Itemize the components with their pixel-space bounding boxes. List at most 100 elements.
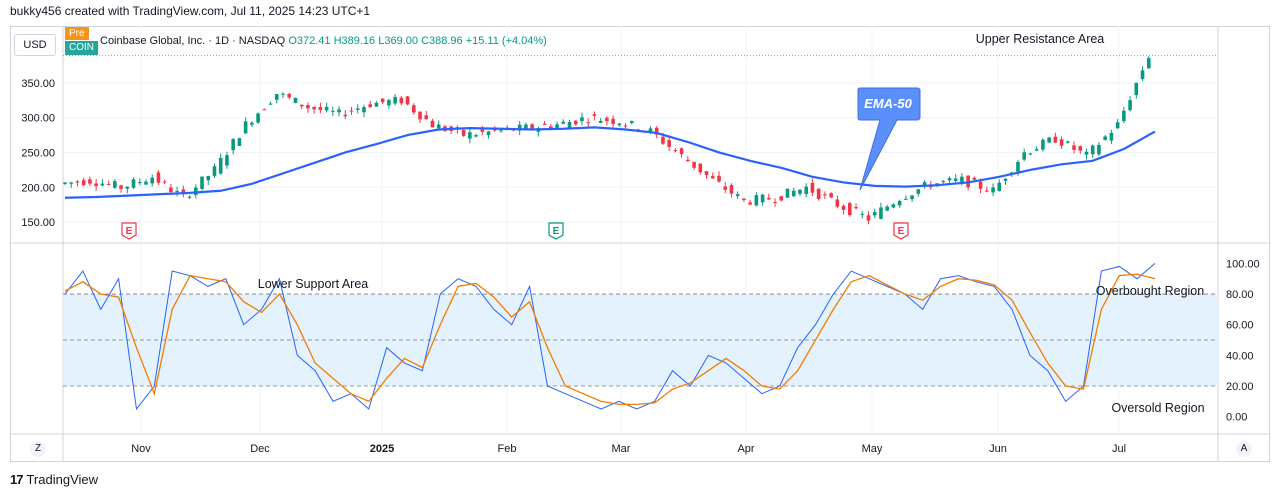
candle-body xyxy=(81,180,86,186)
candle-body xyxy=(754,195,759,206)
stoch-tick-label: 80.00 xyxy=(1226,289,1254,301)
currency-button[interactable]: USD xyxy=(14,34,56,56)
candle-body xyxy=(654,127,659,135)
candle-body xyxy=(717,175,721,182)
candle-body xyxy=(848,203,852,216)
candle-body xyxy=(281,93,285,95)
candle-body xyxy=(1109,132,1114,141)
stoch-tick-label: 20.00 xyxy=(1226,381,1254,393)
oversold-label: Oversold Region xyxy=(1111,401,1204,415)
candle-body xyxy=(1059,139,1064,146)
candle-body xyxy=(611,118,615,124)
candle-body xyxy=(910,195,914,200)
tradingview-logo[interactable]: 17 TradingView xyxy=(10,472,98,487)
candle-body xyxy=(262,109,267,111)
candle-body xyxy=(953,178,958,181)
auto-scale-button[interactable]: A xyxy=(1236,441,1252,457)
candle-body xyxy=(922,182,927,187)
candle-body xyxy=(985,190,989,192)
candle-body xyxy=(972,177,977,180)
candle-body xyxy=(791,190,796,197)
candle-body xyxy=(1003,178,1008,181)
candle-body xyxy=(306,105,310,109)
candle-body xyxy=(835,199,840,207)
candle-body xyxy=(704,171,709,175)
zoom-button[interactable]: Z xyxy=(30,441,46,457)
candle-body xyxy=(94,183,98,187)
lower-support-label: Lower Support Area xyxy=(258,277,369,291)
candle-body xyxy=(461,130,466,136)
candle-body xyxy=(841,205,846,210)
candle-body xyxy=(137,181,142,183)
candle-body xyxy=(468,132,472,139)
x-tick-label: 2025 xyxy=(370,443,394,455)
candle-body xyxy=(891,204,896,208)
candle-body xyxy=(418,111,422,120)
candle-body xyxy=(75,181,80,183)
candle-body xyxy=(735,194,740,197)
candle-body xyxy=(144,181,148,185)
candle-body xyxy=(387,100,391,106)
candle-body xyxy=(667,140,671,147)
candle-body xyxy=(63,182,67,184)
candle-body xyxy=(318,107,323,110)
candle-body xyxy=(131,179,136,188)
candle-body xyxy=(1128,100,1132,111)
x-tick-label: Nov xyxy=(131,443,151,455)
low-value: L369.00 xyxy=(378,35,418,47)
earnings-marker-label: E xyxy=(126,226,133,237)
candle-body xyxy=(997,182,1002,192)
candle-body xyxy=(866,215,871,221)
candle-body xyxy=(698,163,703,173)
chart-credit: bukky456 created with TradingView.com, J… xyxy=(10,4,371,18)
candle-body xyxy=(729,185,734,194)
candle-body xyxy=(125,186,130,189)
candle-body xyxy=(567,121,572,129)
price-tick-label: 350.00 xyxy=(21,78,55,90)
stoch-d-line xyxy=(64,273,1156,406)
candle-body xyxy=(156,172,161,183)
ticker-badge[interactable]: COIN xyxy=(65,41,98,55)
candle-body xyxy=(206,176,211,181)
candle-body xyxy=(430,120,435,128)
candle-body xyxy=(355,108,360,110)
candle-body xyxy=(1066,141,1070,143)
symbol-label[interactable]: Coinbase Global, Inc. · 1D · NASDAQ xyxy=(100,35,286,47)
tradingview-mark-icon: 17 xyxy=(10,472,24,487)
candle-body xyxy=(1146,58,1151,69)
candle-body xyxy=(860,213,865,215)
candle-body xyxy=(991,187,995,193)
overbought-label: Overbought Region xyxy=(1096,284,1204,298)
candle-body xyxy=(785,188,790,198)
candle-body xyxy=(879,207,883,219)
candle-body xyxy=(256,113,260,123)
stoch-tick-label: 100.00 xyxy=(1226,258,1260,270)
candle-body xyxy=(237,138,242,146)
premarket-badge: Pre xyxy=(65,27,89,40)
candle-body xyxy=(947,178,952,181)
candle-body xyxy=(194,187,198,195)
candle-body xyxy=(362,107,366,113)
candle-body xyxy=(941,180,946,182)
price-tick-label: 150.00 xyxy=(21,217,55,229)
candle-body xyxy=(287,93,292,98)
earnings-marker xyxy=(121,222,137,240)
candle-body xyxy=(823,194,827,196)
candle-body xyxy=(904,198,908,200)
candle-body xyxy=(200,176,204,189)
candle-body xyxy=(829,193,833,198)
candle-body xyxy=(1122,110,1126,122)
chart-frame xyxy=(10,26,1270,462)
candle-body xyxy=(661,136,665,144)
candle-body xyxy=(555,124,559,128)
candle-body xyxy=(592,114,597,116)
candle-body xyxy=(393,96,397,104)
candle-body xyxy=(1034,149,1039,151)
candle-body xyxy=(773,201,777,203)
candle-body xyxy=(175,190,179,192)
candle-body xyxy=(960,176,964,183)
candle-body xyxy=(243,121,248,134)
candle-body xyxy=(380,98,385,103)
candle-body xyxy=(405,96,410,105)
